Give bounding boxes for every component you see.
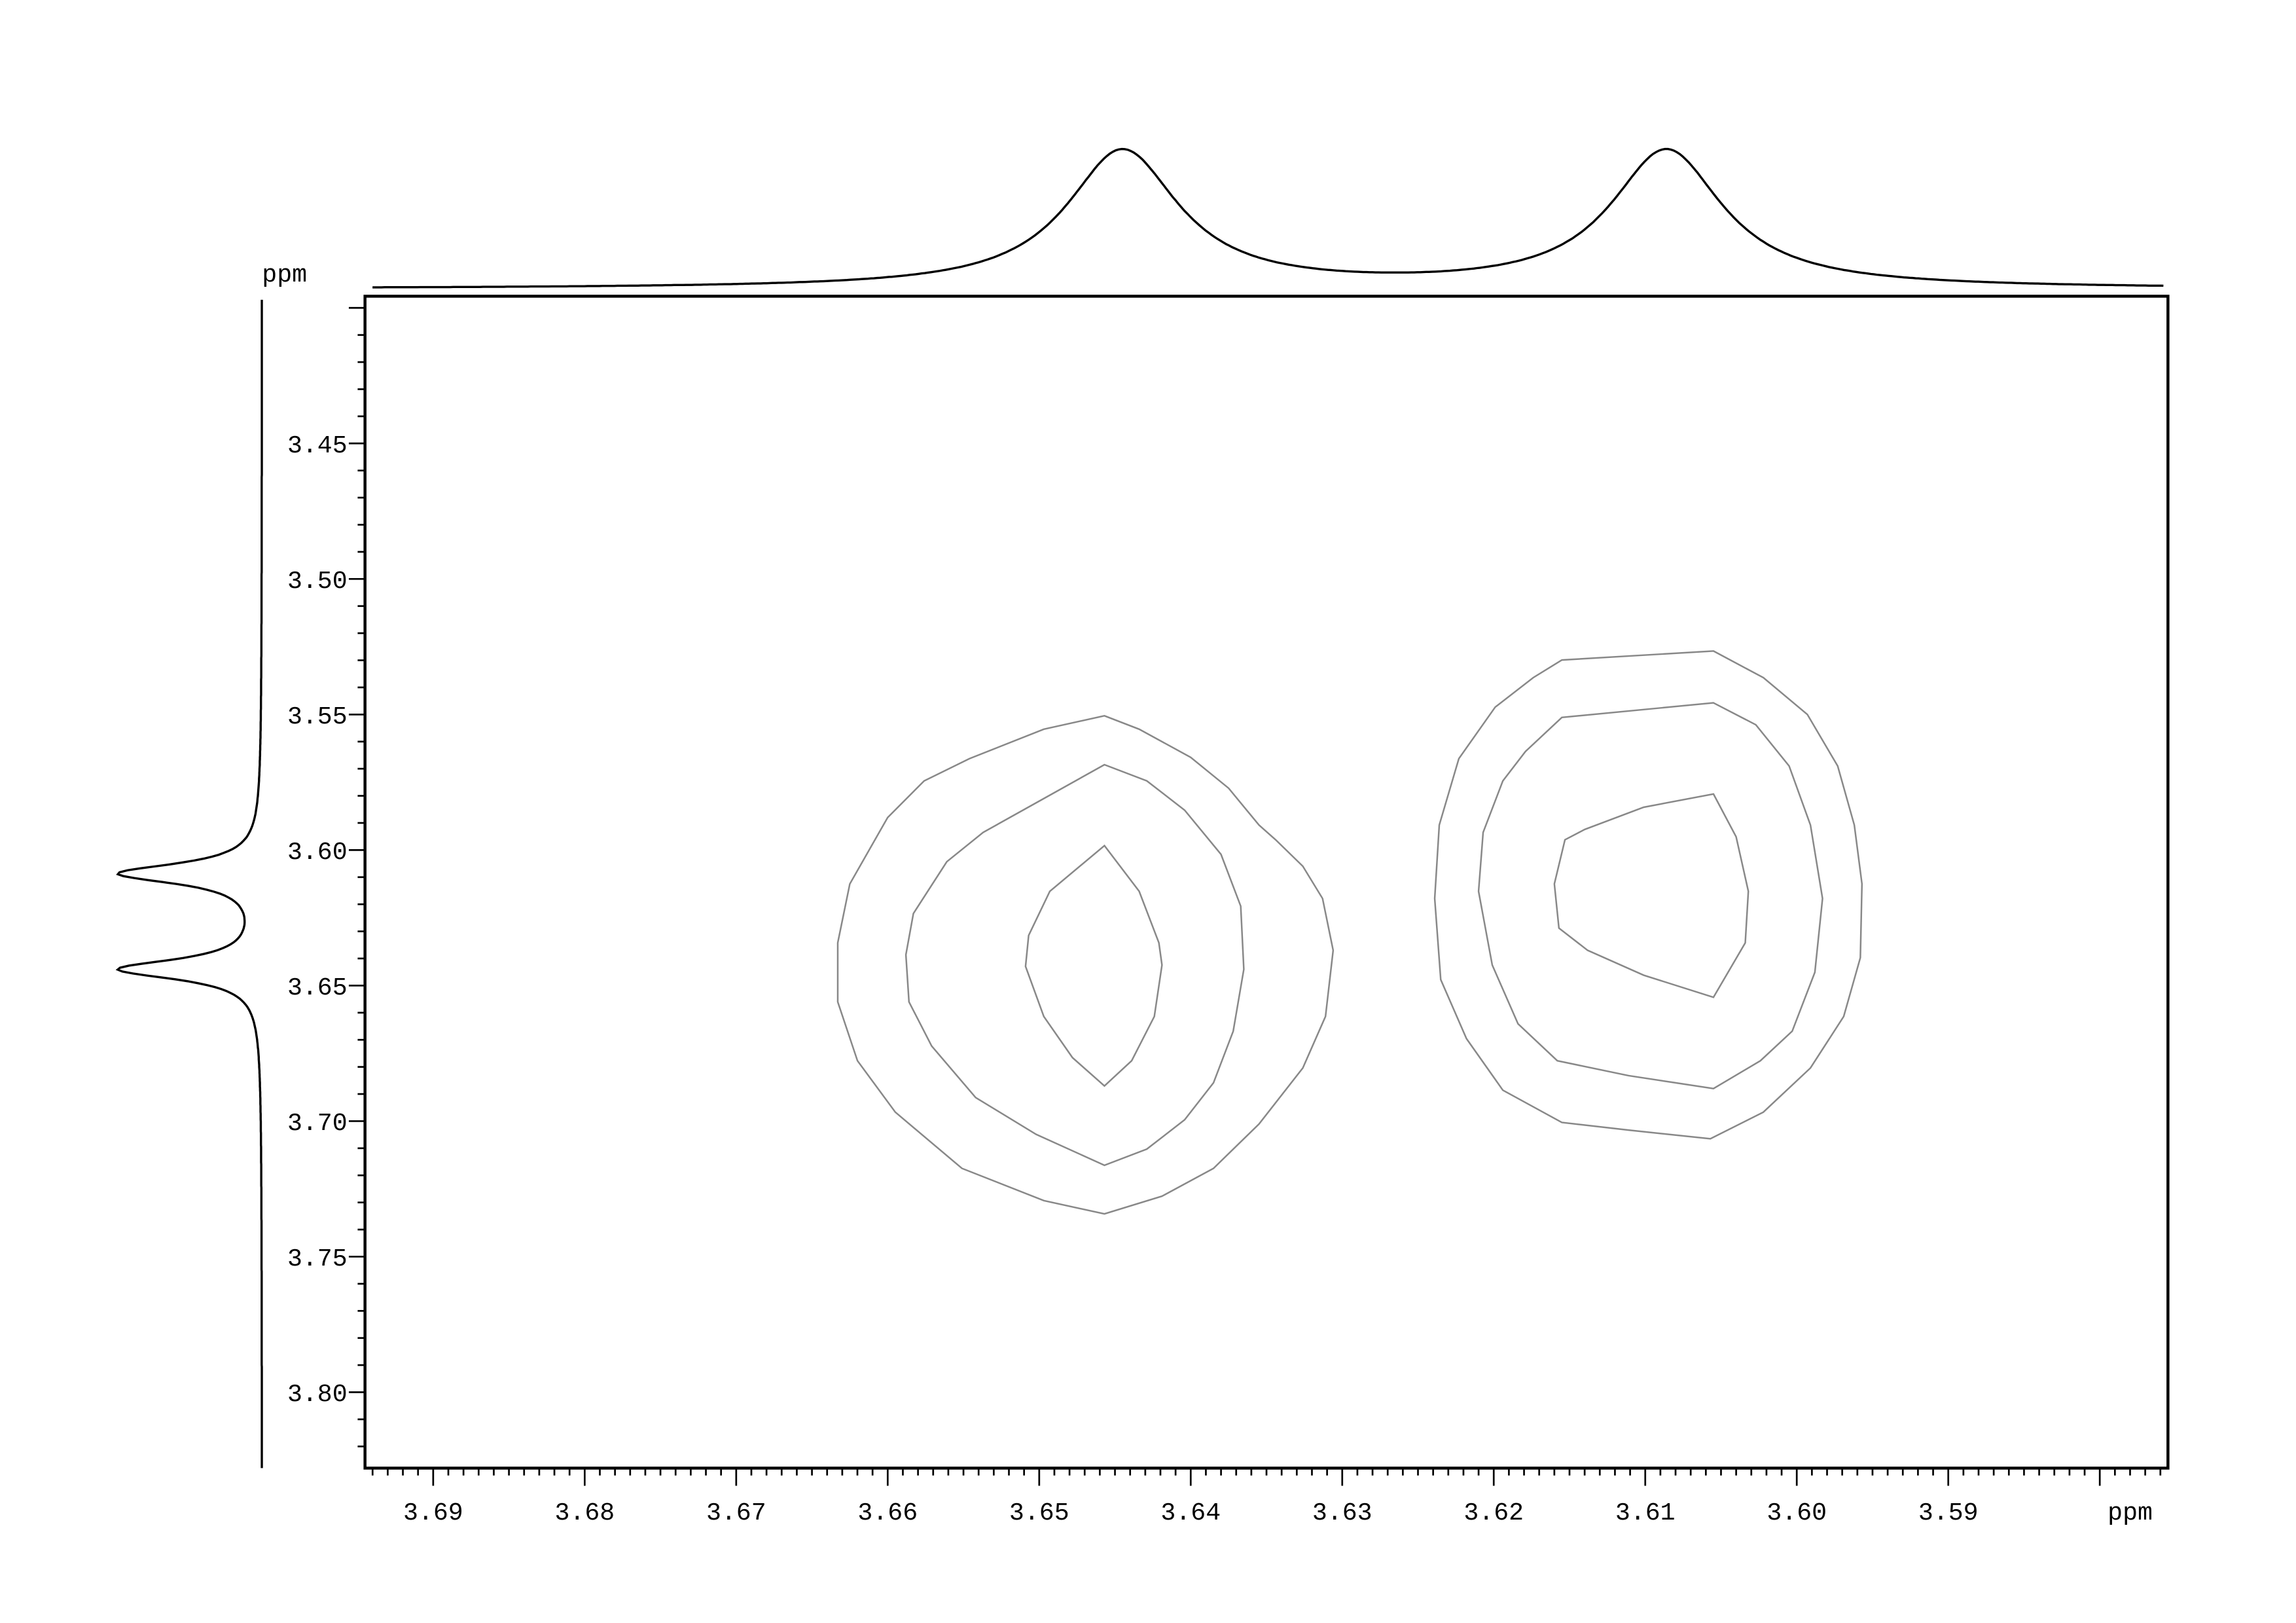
left-projection-spectrum	[115, 299, 263, 1468]
y-tick-label: 3.70	[287, 1110, 348, 1138]
contour-level-2	[1477, 702, 1823, 1089]
cross-peak	[836, 715, 1335, 1215]
y-tick-label: 3.55	[287, 703, 348, 731]
x-axis-label: ppm	[2108, 1499, 2153, 1527]
contour-layer	[836, 650, 1863, 1215]
y-tick-label: 3.60	[287, 839, 348, 867]
x-tick-label: 3.61	[1615, 1499, 1676, 1527]
contour-level-3	[1024, 844, 1163, 1087]
x-tick-label: 3.60	[1767, 1499, 1827, 1527]
y-tick-label: 3.65	[287, 974, 348, 1002]
y-tick-label: 3.75	[287, 1245, 348, 1273]
left-projection-trace	[115, 299, 263, 1468]
y-tick-label: 3.80	[287, 1381, 348, 1409]
x-tick-label: 3.64	[1160, 1499, 1221, 1527]
x-tick-label: 3.67	[706, 1499, 766, 1527]
x-axis: 3.59 3.60 3.61 3.62 3.63 3.64 3.65 3.66 3.67 3.68…	[371, 1468, 2162, 1527]
x-tick-label: 3.66	[857, 1499, 918, 1527]
x-tick-label: 3.63	[1312, 1499, 1372, 1527]
top-projection-spectrum	[372, 147, 2164, 289]
cross-peak	[1433, 650, 1863, 1140]
x-tick-label: 3.62	[1463, 1499, 1524, 1527]
y-tick-label: 3.50	[287, 568, 348, 596]
top-projection-trace	[372, 147, 2164, 289]
x-tick-label: 3.65	[1009, 1499, 1069, 1527]
contour-level-1	[1433, 650, 1863, 1140]
y-axis-label: ppm	[262, 261, 307, 289]
y-axis: 3.45 3.50 3.55 3.60 3.65 3.70 3.75 3.80	[287, 306, 365, 1448]
contour-level-3	[1553, 793, 1749, 998]
y-tick-label: 3.45	[287, 432, 348, 460]
contour-level-2	[905, 763, 1245, 1167]
x-tick-label: 3.69	[403, 1499, 463, 1527]
x-tick-label: 3.59	[1918, 1499, 1979, 1527]
plot-frame	[363, 295, 2170, 1470]
contour-level-1	[836, 715, 1335, 1215]
x-tick-label: 3.68	[554, 1499, 615, 1527]
